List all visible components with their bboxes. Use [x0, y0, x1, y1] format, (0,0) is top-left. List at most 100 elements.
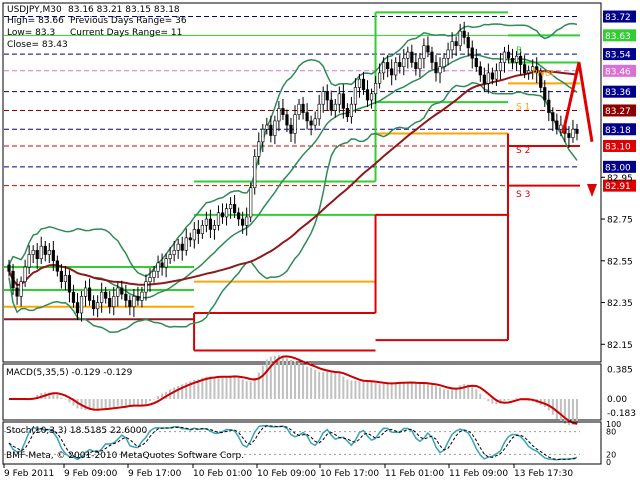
- price-label-text: 83.63: [605, 32, 631, 42]
- macd-bar: [422, 383, 425, 399]
- candle-body: [406, 51, 410, 59]
- macd-bar: [132, 398, 135, 406]
- macd-bar: [467, 384, 470, 399]
- macd-bar: [253, 377, 256, 399]
- candle-body: [402, 57, 406, 67]
- price-label-box: [603, 10, 636, 23]
- candle-body: [478, 66, 482, 76]
- macd-bar: [60, 397, 63, 399]
- candle-body: [27, 254, 31, 268]
- pivot-level-label: S 1: [516, 102, 530, 112]
- candle-body: [571, 128, 575, 138]
- candle-body: [454, 41, 458, 47]
- macd-bar: [64, 398, 67, 400]
- candle-body: [450, 41, 454, 51]
- candle-body: [112, 295, 116, 308]
- candle-body: [555, 120, 559, 130]
- candle-body: [398, 62, 402, 67]
- candle-body: [71, 291, 76, 303]
- candle-body: [490, 72, 494, 80]
- macd-bar: [435, 386, 437, 399]
- macd-bar: [563, 398, 566, 424]
- macd-bar: [257, 372, 260, 399]
- price-tick-label: 82.15: [607, 341, 633, 351]
- macd-bar: [229, 375, 232, 399]
- candle-body: [172, 250, 176, 255]
- macd-bar: [370, 381, 373, 399]
- macd-bar: [269, 356, 272, 399]
- candle-body: [357, 78, 362, 88]
- macd-bar: [108, 398, 111, 409]
- macd-tick-label: 0.00: [607, 395, 627, 405]
- macd-bar: [551, 398, 554, 415]
- macd-bar: [56, 394, 59, 399]
- macd-axis: 0.385 0.00 -0.183: [607, 366, 636, 419]
- candle-body: [410, 51, 414, 63]
- candle-body: [232, 204, 237, 214]
- candle-body: [192, 229, 196, 241]
- candle-body: [543, 87, 547, 101]
- macd-bar: [314, 369, 317, 399]
- candle-body: [349, 103, 354, 118]
- stoch-panel-frame: [2, 421, 602, 465]
- candle-body: [313, 118, 317, 126]
- macd-panel[interactable]: 0.385 0.00 -0.183 MACD(5,35,5) -0.129 -0.1…: [2, 355, 636, 425]
- price-tick-label: 82.95: [607, 174, 633, 184]
- price-label-text: 83.54: [605, 51, 631, 61]
- candle-body: [51, 250, 55, 262]
- candle-body: [184, 237, 188, 251]
- candle-body: [539, 72, 543, 88]
- macd-title: MACD(5,35,5) -0.129 -0.129: [6, 368, 133, 378]
- macd-bar: [483, 398, 486, 399]
- candle-body: [559, 124, 563, 130]
- pivot-level-label: S 3: [516, 190, 530, 200]
- candle-body: [144, 281, 148, 293]
- macd-bar: [237, 377, 240, 399]
- candle-body: [426, 45, 430, 53]
- price-label-box: [603, 104, 636, 117]
- candle-body: [200, 224, 204, 234]
- forecast-arrowhead: [587, 183, 597, 197]
- candle-body: [249, 187, 253, 218]
- candle-body: [301, 103, 305, 113]
- macd-bar: [209, 376, 212, 399]
- macd-bar: [346, 379, 349, 399]
- candle-body: [365, 89, 370, 101]
- macd-bar: [136, 398, 139, 407]
- macd-bar: [471, 386, 474, 399]
- pivot-level-label: R: [516, 46, 522, 56]
- candle-body: [390, 68, 394, 76]
- time-tick-label: 11 Feb 01:00: [385, 469, 444, 479]
- time-tick-label: 13 Feb 17:30: [514, 469, 573, 479]
- candle-body: [430, 51, 434, 63]
- macd-bar: [459, 385, 462, 399]
- candle-body: [59, 270, 63, 282]
- macd-panel-frame: [2, 363, 602, 421]
- macd-bar: [366, 381, 369, 399]
- candle-body: [92, 300, 96, 310]
- candle-body: [208, 218, 213, 230]
- candle-body: [196, 229, 200, 234]
- main-price-panel[interactable]: R S 1 S 2 S 3 Pivot 83.72 83.63 83.54 83.46 83.3…: [2, 2, 636, 363]
- macd-bar: [326, 371, 329, 399]
- candle-body: [523, 64, 527, 74]
- close-label: Close= 83.43: [7, 40, 68, 50]
- pivot-levels: [4, 11, 580, 352]
- candle-body: [462, 30, 466, 38]
- macd-bar: [277, 355, 280, 399]
- macd-bar: [181, 384, 184, 399]
- macd-bar: [72, 398, 75, 406]
- symbol-label: USDJPY,M30: [7, 5, 62, 15]
- candle-body: [502, 51, 507, 63]
- macd-bar: [390, 382, 393, 399]
- price-label-box: [603, 48, 636, 61]
- stoch-tick-label: 100: [606, 420, 621, 429]
- time-tick-label: 10 Feb 01:00: [193, 469, 252, 479]
- candle-body: [527, 70, 531, 74]
- macd-bar: [201, 377, 204, 399]
- candle-body: [470, 47, 474, 59]
- pivot-level-label: S 2: [516, 146, 530, 156]
- candle-body: [341, 93, 345, 109]
